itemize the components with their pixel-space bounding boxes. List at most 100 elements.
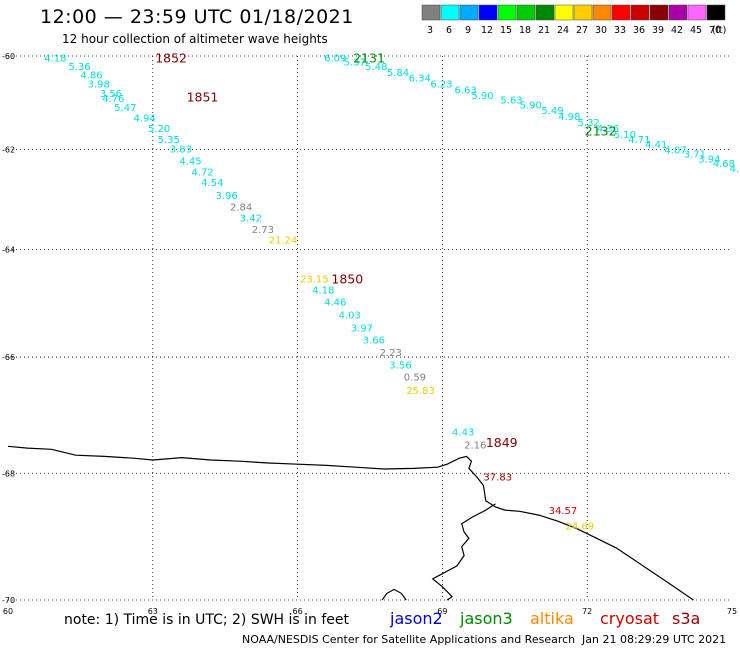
legend-label: 24 [557, 25, 569, 36]
legend-swatch [440, 4, 460, 21]
legend-label: 15 [500, 25, 512, 36]
wave-height-value: 0.59 [404, 373, 426, 384]
longitude-tick-label: 75 [727, 607, 737, 616]
page-title: 12:00 — 23:59 UTC 01/18/2021 [40, 6, 354, 28]
pass-number-label: 1849 [486, 435, 518, 450]
satellite-name: jason3 [460, 609, 513, 628]
page-subtitle: 12 hour collection of altimeter wave hei… [62, 32, 328, 46]
pass-number-label: 1852 [155, 50, 187, 65]
legend-label: 18 [519, 25, 531, 36]
wave-height-value: 4.68 [713, 159, 735, 170]
legend-label: 45 [690, 25, 702, 36]
legend-unit: (ft) [712, 25, 726, 36]
latitude-tick-label: -66 [2, 353, 15, 362]
legend-label: 33 [614, 25, 626, 36]
wave-height-value: 4.36 [597, 124, 619, 135]
credit-text: NOAA/NESDIS Center for Satellite Applica… [242, 633, 576, 646]
longitude-tick-label: 72 [582, 607, 592, 616]
wave-height-value: 5.90 [520, 100, 542, 111]
wave-height-value: 2.16 [464, 441, 486, 452]
wave-height-value: 3.56 [389, 360, 411, 371]
wave-height-value: 37.83 [483, 472, 512, 483]
legend-swatch [573, 4, 593, 21]
legend-swatch [611, 4, 631, 21]
wave-height-value: 4.72 [191, 168, 213, 179]
wave-height-value: 6.63 [454, 85, 476, 96]
wave-height-value: 3.97 [351, 323, 373, 334]
legend-label: 30 [595, 25, 607, 36]
wave-height-value: 3.42 [240, 213, 262, 224]
wave-height-value: 24.69 [565, 522, 594, 533]
legend-swatch [497, 4, 517, 21]
wave-height-value: 4.43 [452, 428, 474, 439]
legend-swatch [535, 4, 555, 21]
wave-height-value: 4.07 [664, 146, 686, 157]
wave-height-value: 4.54 [201, 178, 223, 189]
wave-height-value: 5.10 [614, 130, 636, 141]
wave-height-value: 5.37 [343, 57, 365, 68]
legend-label: 70 [709, 25, 721, 36]
legend-swatch [459, 4, 479, 21]
legend-swatch [649, 4, 669, 21]
wave-height-value: 21.24 [269, 235, 298, 246]
satellite-name: cryosat [600, 609, 660, 628]
legend-label: 6 [446, 25, 452, 36]
wave-height-value: 5.35 [158, 135, 180, 146]
longitude-tick-label: 60 [3, 607, 13, 616]
legend-label: 3 [427, 25, 433, 36]
pass-number-label: 1850 [331, 271, 363, 286]
wave-height-value: 2.73 [252, 225, 274, 236]
legend-swatch [421, 4, 441, 21]
longitude-tick-label: 63 [148, 607, 158, 616]
antarctic-coastline [8, 445, 694, 601]
pass-number-label: 2132 [585, 123, 617, 138]
legend-swatch [592, 4, 612, 21]
wave-height-value: 4.76 [102, 94, 124, 105]
legend-label: 27 [576, 25, 588, 36]
footer-note: note: 1) Time is in UTC; 2) SWH is in fe… [64, 612, 350, 628]
legend-label: 36 [633, 25, 645, 36]
latitude-tick-label: -64 [2, 246, 15, 255]
satellite-name: s3a [672, 609, 701, 628]
latitude-tick-label: -60 [2, 52, 15, 61]
longitude-tick-label: 69 [437, 607, 447, 616]
wave-height-value: 4.41 [645, 140, 667, 151]
wave-height-value: 6.34 [409, 73, 431, 84]
legend-swatch [668, 4, 688, 21]
southern-coastline [381, 588, 407, 601]
latitude-tick-label: -62 [2, 146, 15, 155]
wave-height-value: 4.98 [558, 112, 580, 123]
wave-height-value: 3.94 [698, 154, 720, 165]
wave-height-value: 5.48 [365, 62, 387, 73]
wave-height-value: 4.03 [339, 311, 361, 322]
satellite-name: altika [530, 609, 574, 628]
wave-height-value: 4.45 [179, 156, 201, 167]
legend-label: 42 [671, 25, 683, 36]
wave-height-value: 5.63 [500, 96, 522, 107]
wave-height-value: 25.83 [406, 386, 435, 397]
generated-timestamp: Jan 21 08:29:29 UTC 2021 [582, 633, 727, 646]
legend-swatch [554, 4, 574, 21]
legend-swatch [706, 4, 726, 21]
legend-label: 39 [652, 25, 664, 36]
latitude-tick-label: -68 [2, 469, 15, 478]
wave-height-value: 34.57 [549, 506, 578, 517]
wave-height-value: 5.36 [68, 62, 90, 73]
wave-height-value: 5.20 [148, 124, 170, 135]
legend-swatch [687, 4, 707, 21]
legend-label: 21 [538, 25, 550, 36]
wave-height-value: 4.71 [628, 135, 650, 146]
legend-swatch [630, 4, 650, 21]
wave-height-value: 6.09 [324, 53, 346, 64]
wave-height-value: 4.33 [730, 164, 740, 175]
wave-height-value: 2.84 [230, 202, 252, 213]
wave-height-value: 5.90 [471, 91, 493, 102]
wave-height-value: 3.83 [170, 145, 192, 156]
wave-height-value: 4.18 [312, 286, 334, 297]
wave-height-value: 4.18 [44, 53, 66, 64]
pass-number-label: 1851 [187, 89, 219, 104]
wave-height-value: 5.47 [114, 103, 136, 114]
longitude-tick-label: 66 [293, 607, 303, 616]
wave-height-value: 6.23 [430, 79, 452, 90]
